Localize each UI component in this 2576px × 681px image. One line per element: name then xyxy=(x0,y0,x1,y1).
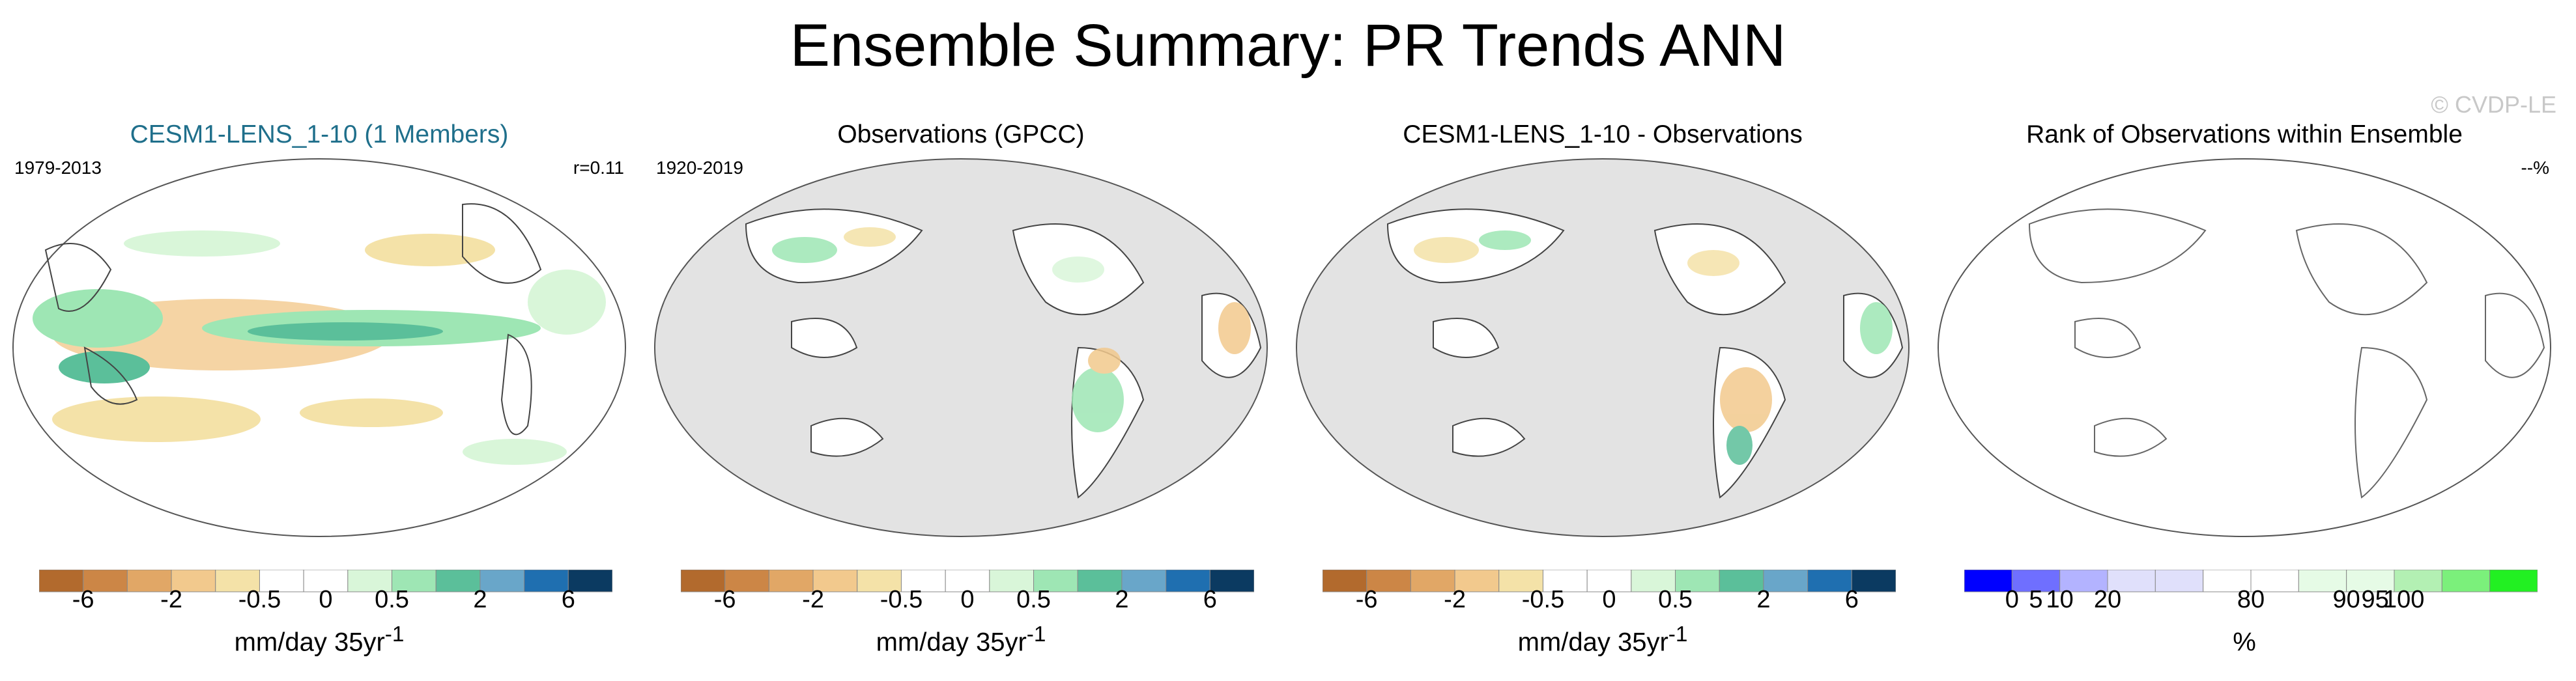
colorbar-swatch xyxy=(768,570,814,592)
colorbar-swatch xyxy=(435,570,481,592)
panel-title: CESM1-LENS_1-10 (1 Members) xyxy=(130,120,509,148)
colorbar-swatch xyxy=(1719,570,1764,592)
colorbar-swatch xyxy=(2059,570,2108,592)
colorbar-swatch xyxy=(724,570,769,592)
colorbar-swatch xyxy=(126,570,172,592)
colorbar-swatch xyxy=(2011,570,2061,592)
colorbar-swatch xyxy=(2250,570,2299,592)
colorbar-tick-label: 0 xyxy=(960,586,974,609)
colorbar-tick-label: -2 xyxy=(802,586,824,609)
colorbar-swatch xyxy=(1366,570,1411,592)
colorbar-tick-label: 0.5 xyxy=(375,586,409,609)
colorbar-tick-label: 0 xyxy=(2005,586,2019,609)
colorbar-swatch xyxy=(2298,570,2347,592)
watermark: © CVDP-LE xyxy=(2431,91,2556,118)
panel-title: CESM1-LENS_1-10 - Observations xyxy=(1403,120,1803,148)
colorbar-swatch xyxy=(2107,570,2156,592)
colorbar-swatch xyxy=(567,570,612,592)
colorbar-swatch xyxy=(524,570,569,592)
map-blank xyxy=(1938,158,2551,537)
colorbar-tick-label: 6 xyxy=(562,586,575,609)
colorbar-swatch xyxy=(1675,570,1720,592)
colorbar-tick-label: 20 xyxy=(2094,586,2121,609)
colorbar-tick-label: 6 xyxy=(1203,586,1217,609)
colorbar-tick-label: 95 xyxy=(2362,586,2389,609)
colorbar-swatch xyxy=(900,570,946,592)
colorbar-tick-label: 100 xyxy=(2383,586,2424,609)
panel-difference: CESM1-LENS_1-10 - Observations -6 -2 -0.5 0… xyxy=(1290,117,1915,677)
colorbar-tick-label: 0 xyxy=(319,586,332,609)
colorbar-swatch xyxy=(1209,570,1254,592)
colorbar-label: mm/day 35yr-1 xyxy=(234,622,405,657)
colorbar-swatch xyxy=(303,570,349,592)
panel-model: CESM1-LENS_1-10 (1 Members) 1979-2013 r=… xyxy=(7,117,632,677)
panel-title: Rank of Observations within Ensemble xyxy=(2026,120,2463,148)
colorbar-swatch xyxy=(1121,570,1167,592)
map-land-only xyxy=(654,158,1268,537)
colorbar-swatch xyxy=(83,570,128,592)
period-label: 1920-2019 xyxy=(656,158,743,178)
panel-rank: Rank of Observations within Ensemble --%… xyxy=(1932,117,2557,677)
colorbar-swatch xyxy=(2154,570,2204,592)
map-full-field xyxy=(12,158,626,537)
colorbar-tick-label: 2 xyxy=(473,586,487,609)
colorbar-label: % xyxy=(2233,628,2256,657)
colorbar-swatch xyxy=(2441,570,2491,592)
figure-title: Ensemble Summary: PR Trends ANN xyxy=(790,12,1786,79)
colorbar-tick-label: -2 xyxy=(1444,586,1466,609)
colorbar-swatch xyxy=(1323,570,1367,592)
colorbar: -6 -2 -0.5 0 0.5 2 6 xyxy=(1323,570,1896,609)
colorbar-swatch xyxy=(259,570,304,592)
rank-label: --% xyxy=(2521,158,2549,178)
colorbar-swatch xyxy=(2394,570,2442,592)
panel-observations: Observations (GPCC) 1920-2019 -6 -2 -0.5 0 0… xyxy=(648,117,1274,677)
colorbar-swatch xyxy=(945,570,990,592)
colorbar-tick-label: -2 xyxy=(160,586,182,609)
colorbar-tick-label: -6 xyxy=(72,586,94,609)
colorbar-swatch xyxy=(1851,570,1896,592)
correlation-label: r=0.11 xyxy=(573,158,624,178)
colorbar-tick-label: 2 xyxy=(1115,586,1128,609)
colorbar-swatch xyxy=(1410,570,1455,592)
colorbar-swatch xyxy=(812,570,858,592)
colorbar-tick-label: 80 xyxy=(2237,586,2265,609)
colorbar: -6 -2 -0.5 0 0.5 2 6 xyxy=(39,570,612,609)
colorbar-tick-label: 0.5 xyxy=(1658,586,1693,609)
colorbar-tick-label: -0.5 xyxy=(880,586,923,609)
colorbar-tick-label: 0.5 xyxy=(1016,586,1051,609)
colorbar-swatch xyxy=(1166,570,1210,592)
colorbar-tick-label: 0 xyxy=(1602,586,1616,609)
colorbar-swatch xyxy=(1077,570,1123,592)
colorbar-swatch xyxy=(347,570,393,592)
colorbar-swatch xyxy=(2203,570,2252,592)
colorbar-swatch xyxy=(479,570,525,592)
colorbar-tick-label: 5 xyxy=(2029,586,2042,609)
colorbar-swatch xyxy=(39,570,84,592)
period-label: 1979-2013 xyxy=(14,158,102,178)
colorbar-tick-label: -6 xyxy=(1356,586,1378,609)
colorbar-tick-label: 2 xyxy=(1756,586,1770,609)
panel-title: Observations (GPCC) xyxy=(837,120,1085,148)
colorbar-swatch xyxy=(171,570,216,592)
colorbar-swatch xyxy=(1631,570,1676,592)
colorbar-swatch xyxy=(1763,570,1809,592)
colorbar-tick-label: 10 xyxy=(2046,586,2074,609)
colorbar-swatch xyxy=(1586,570,1632,592)
colorbar-swatch xyxy=(2489,570,2538,592)
colorbar-swatch xyxy=(215,570,260,592)
colorbar: -6 -2 -0.5 0 0.5 2 6 xyxy=(681,570,1254,609)
colorbar-swatch xyxy=(857,570,902,592)
colorbar-swatch xyxy=(1807,570,1852,592)
colorbar-tick-label: 90 xyxy=(2333,586,2360,609)
colorbar-tick-label: -6 xyxy=(714,586,736,609)
colorbar-tick-label: 6 xyxy=(1845,586,1859,609)
colorbar-label: mm/day 35yr-1 xyxy=(876,622,1046,657)
colorbar-tick-label: -0.5 xyxy=(1522,586,1564,609)
colorbar-label: mm/day 35yr-1 xyxy=(1517,622,1688,657)
colorbar-tick-label: -0.5 xyxy=(238,586,281,609)
map-land-only xyxy=(1296,158,1910,537)
